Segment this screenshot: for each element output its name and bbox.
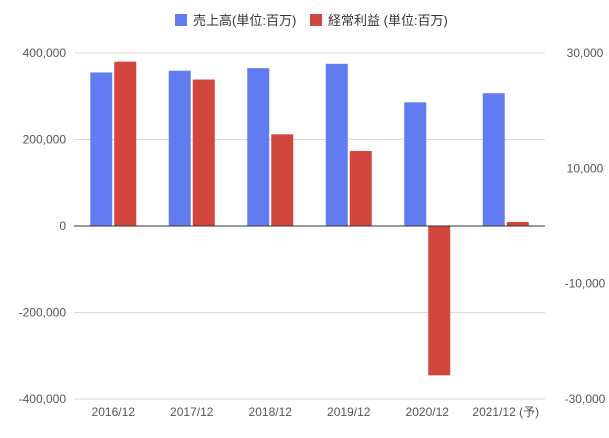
x-tick-label: 2020/12 [406, 405, 450, 419]
legend-label-0[interactable]: 売上高(単位:百万) [193, 13, 296, 28]
ordinary-profit-bar-1[interactable] [192, 79, 215, 226]
bars [90, 61, 529, 376]
sales-bar-2[interactable] [247, 68, 270, 226]
left-y-tick-label: -400,000 [19, 392, 67, 406]
x-tick-label: 2016/12 [92, 405, 136, 419]
gridlines [74, 52, 545, 400]
ordinary-profit-bar-0[interactable] [114, 61, 137, 227]
legend-label-1[interactable]: 経常利益 (単位:百万) [328, 13, 448, 28]
right-y-tick-label: -10,000 [565, 277, 606, 291]
left-y-tick-label: 400,000 [23, 46, 67, 60]
sales-bar-5[interactable] [482, 93, 505, 226]
x-tick-label: 2018/12 [249, 405, 293, 419]
ordinary-profit-bar-2[interactable] [271, 134, 294, 226]
ordinary-profit-bar-5[interactable] [506, 221, 529, 226]
sales-bar-1[interactable] [168, 70, 191, 226]
ordinary-profit-bar-3[interactable] [349, 151, 372, 226]
x-tick-label: 2021/12 (予) [472, 405, 539, 419]
right-y-tick-label: 30,000 [567, 46, 604, 60]
x-tick-label: 2017/12 [170, 405, 214, 419]
left-y-tick-label: 200,000 [23, 133, 67, 147]
left-y-axis: 400,000 200,000 0 -200,000 -400,000 [19, 46, 67, 406]
right-y-axis: 30,000 10,000 -10,000 -30,000 [565, 46, 606, 406]
sales-bar-3[interactable] [325, 63, 348, 226]
legend-swatch-0[interactable] [175, 14, 187, 26]
sales-bar-0[interactable] [90, 72, 113, 227]
right-y-tick-label: -30,000 [565, 392, 606, 406]
legend-swatch-1[interactable] [310, 14, 322, 26]
sales-bar-4[interactable] [404, 102, 427, 226]
left-y-tick-label: 0 [59, 219, 66, 233]
x-tick-label: 2019/12 [327, 405, 371, 419]
legend: 売上高(単位:百万) 経常利益 (単位:百万) [175, 13, 448, 28]
left-y-tick-label: -200,000 [19, 306, 67, 320]
ordinary-profit-bar-4[interactable] [428, 226, 451, 376]
right-y-tick-label: 10,000 [567, 161, 604, 175]
x-axis: 2016/12 2017/12 2018/12 2019/12 2020/12 2021/… [92, 405, 540, 419]
